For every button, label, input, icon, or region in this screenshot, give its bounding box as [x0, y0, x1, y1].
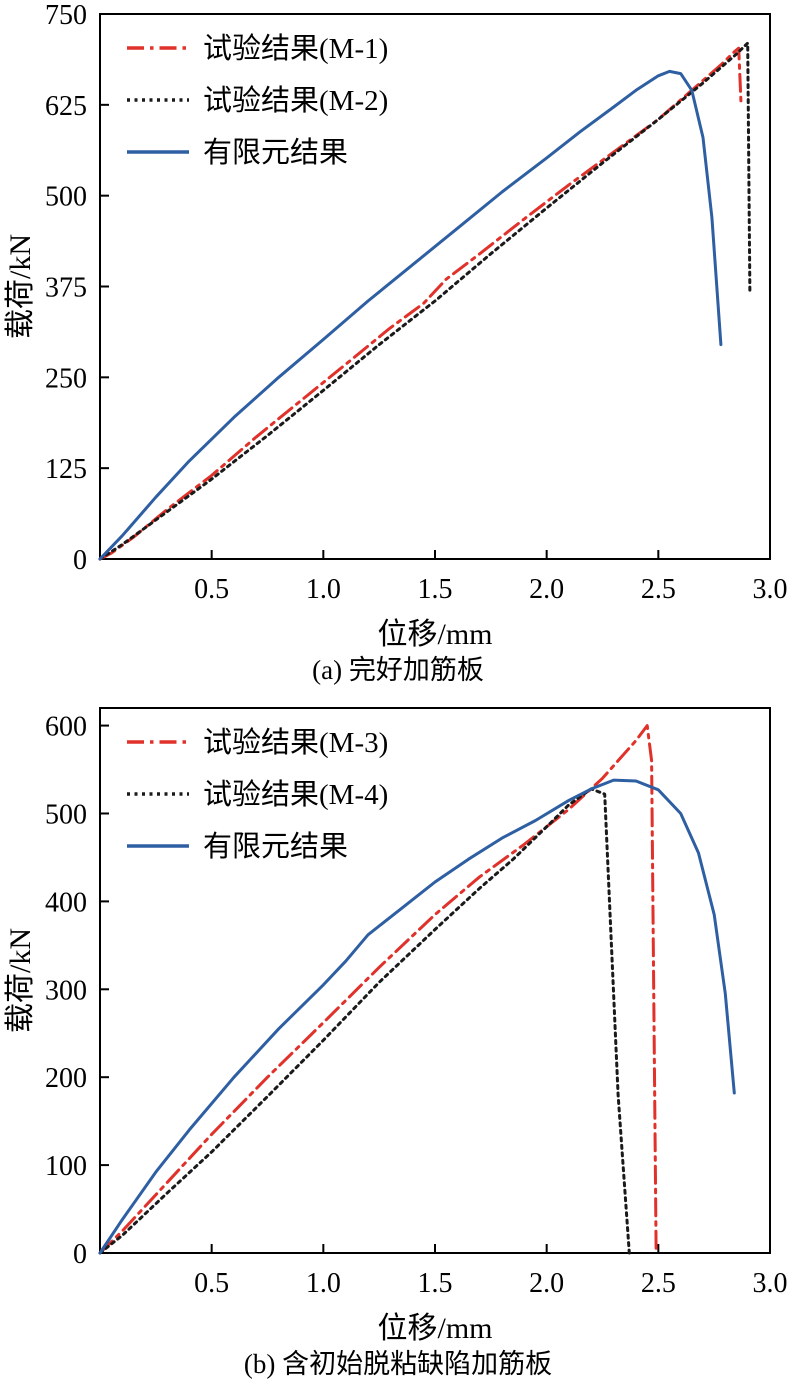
x-tick-label: 0.5 — [194, 574, 229, 605]
y-tick-label: 0 — [73, 1239, 87, 1270]
x-tick-label: 1.5 — [418, 574, 453, 605]
x-tick-label: 2.0 — [529, 574, 564, 605]
y-tick-label: 125 — [45, 454, 87, 485]
series-line-1 — [98, 787, 631, 1255]
y-axis-title: 载荷/kN — [4, 234, 37, 339]
y-axis-title: 载荷/kN — [4, 928, 37, 1033]
series-line-0 — [98, 724, 658, 1255]
y-tick-label: 0 — [73, 545, 87, 576]
y-tick-label: 375 — [45, 273, 87, 304]
y-tick-label: 600 — [45, 712, 87, 743]
chart-a-block: 0 125 250 375 500 625 750 0.5 1.0 1.5 2.0 2.5 3.0 位移/… — [0, 2, 796, 686]
y-tick-label: 750 — [45, 2, 87, 31]
x-axis-title: 位移/mm — [377, 618, 492, 651]
legend-label-1: 试验结果(M-2) — [203, 84, 388, 117]
y-tick-label: 250 — [45, 363, 87, 394]
y-tick-label: 200 — [45, 1063, 87, 1094]
y-tick-label: 500 — [45, 799, 87, 830]
chart-b-block: 0 100 200 300 400 500 600 0.5 1.0 1.5 2.0 2.5 3.0 位移/… — [0, 696, 796, 1380]
x-axis-title: 位移/mm — [377, 1312, 492, 1345]
x-tick-label: 1.0 — [306, 1268, 341, 1299]
legend-label-0: 试验结果(M-3) — [203, 726, 388, 759]
x-tick-label: 0.5 — [194, 1268, 229, 1299]
legend-label-1: 试验结果(M-4) — [203, 778, 388, 811]
plot-frame — [99, 13, 771, 560]
chart-a-caption: (a) 完好加筋板 — [312, 655, 484, 685]
x-tick-label: 1.0 — [306, 574, 341, 605]
y-tick-label: 100 — [45, 1151, 87, 1182]
series-line-2 — [98, 778, 736, 1255]
chart-b-caption: (b) 含初始脱粘缺陷加筋板 — [243, 1349, 553, 1379]
plot-frame — [99, 707, 771, 1254]
chart-b-canvas: 0 100 200 300 400 500 600 0.5 1.0 1.5 2.0 2.5 3.0 位移/… — [4, 707, 788, 1345]
series-line-1 — [98, 41, 752, 561]
legend-label-0: 试验结果(M-1) — [203, 32, 388, 65]
series-line-2 — [98, 69, 723, 561]
y-tick-label: 500 — [45, 182, 87, 213]
x-tick-label: 2.0 — [529, 1268, 564, 1299]
chart-a-canvas: 0 125 250 375 500 625 750 0.5 1.0 1.5 2.0 2.5 3.0 位移/… — [4, 2, 788, 651]
y-tick-label: 300 — [45, 975, 87, 1006]
x-tick-label: 2.5 — [641, 574, 676, 605]
x-tick-label: 1.5 — [418, 1268, 453, 1299]
y-tick-label: 400 — [45, 887, 87, 918]
legend-label-2: 有限元结果 — [203, 830, 348, 863]
series-line-0 — [98, 46, 743, 561]
y-tick-label: 625 — [45, 91, 87, 122]
x-tick-label: 3.0 — [753, 1268, 788, 1299]
x-tick-label: 3.0 — [753, 574, 788, 605]
x-tick-label: 2.5 — [641, 1268, 676, 1299]
legend-label-2: 有限元结果 — [203, 136, 348, 169]
